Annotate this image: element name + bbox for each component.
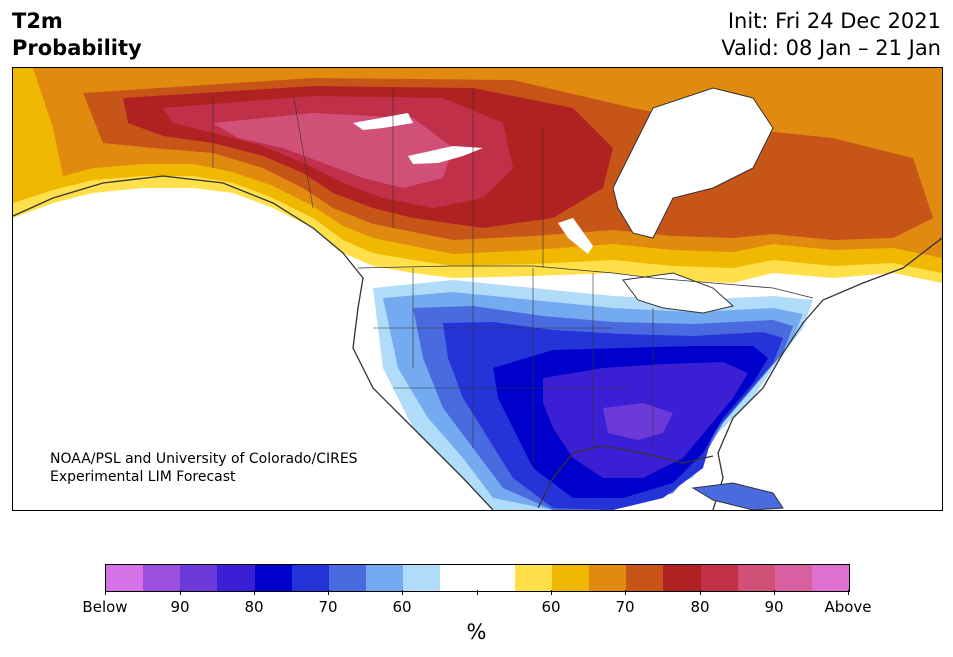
cb-label-60-warm: 60 xyxy=(541,598,561,616)
cb-label-above: Above xyxy=(824,598,872,616)
cb-tick xyxy=(700,590,701,595)
gulf-coast xyxy=(537,445,714,509)
cb-tick xyxy=(625,590,626,595)
colorbar-segment xyxy=(514,565,552,591)
cb-tick xyxy=(402,590,403,595)
cb-tick xyxy=(105,590,106,595)
valid-range: Valid: 08 Jan – 21 Jan xyxy=(721,36,941,60)
colorbar-segment xyxy=(663,565,701,591)
cuba xyxy=(691,482,784,510)
cb-label-80-warm: 80 xyxy=(690,598,710,616)
cb-tick xyxy=(848,590,849,595)
colorbar-segment xyxy=(811,565,850,591)
probability-map xyxy=(12,67,943,511)
credit-text: NOAA/PSL and University of Colorado/CIRE… xyxy=(50,450,358,486)
colorbar-segment xyxy=(291,565,329,591)
colorbar-segment xyxy=(589,565,627,591)
colorbar-units: % xyxy=(466,620,487,644)
credit-line-1: NOAA/PSL and University of Colorado/CIRE… xyxy=(50,451,358,467)
colorbar-segment xyxy=(403,565,441,591)
west-coast xyxy=(13,175,494,510)
colorbar-segment xyxy=(774,565,812,591)
cb-tick xyxy=(477,590,478,595)
cb-tick xyxy=(774,590,775,595)
colorbar-segment xyxy=(440,565,478,591)
lake-winnipeg xyxy=(558,218,593,254)
hudson-bay xyxy=(612,87,774,239)
cb-tick xyxy=(328,590,329,595)
cb-label-70-warm: 70 xyxy=(615,598,635,616)
credit-line-2: Experimental LIM Forecast xyxy=(50,469,236,485)
colorbar-segment xyxy=(143,565,181,591)
colorbar-segment xyxy=(180,565,218,591)
init-date: Init: Fri 24 Dec 2021 xyxy=(727,9,941,33)
colorbar-segment xyxy=(217,565,255,591)
cb-tick xyxy=(254,590,255,595)
colorbar-segment xyxy=(106,565,144,591)
colorbar-segment xyxy=(477,565,515,591)
us-canada-border xyxy=(357,265,814,299)
cb-label-90-warm: 90 xyxy=(764,598,784,616)
cold-prob-90 xyxy=(603,403,673,440)
colorbar-segment xyxy=(737,565,775,591)
cb-label-60-cold: 60 xyxy=(392,598,412,616)
east-coast xyxy=(712,237,942,510)
colorbar-segment xyxy=(328,565,367,591)
forecast-dates: Init: Fri 24 Dec 2021 Valid: 08 Jan – 21… xyxy=(721,8,941,62)
great-slave-lake xyxy=(408,146,483,164)
colorbar-segment xyxy=(254,565,292,591)
map-svg xyxy=(13,68,942,510)
great-lakes xyxy=(622,272,735,314)
cb-tick xyxy=(551,590,552,595)
cb-label-80-cold: 80 xyxy=(244,598,264,616)
cb-label-90-cold: 90 xyxy=(170,598,190,616)
cb-label-70-cold: 70 xyxy=(318,598,338,616)
colorbar-segment xyxy=(700,565,738,591)
colorbar-segment xyxy=(551,565,590,591)
colorbar xyxy=(105,564,850,592)
colorbar-segment xyxy=(626,565,664,591)
great-bear-lake xyxy=(353,113,413,130)
state-lines xyxy=(212,88,654,468)
cb-label-below: Below xyxy=(82,598,128,616)
colorbar-segment xyxy=(366,565,404,591)
cb-tick xyxy=(180,590,181,595)
colorbar-labels: Below 90 80 70 60 60 70 80 90 Above xyxy=(0,598,953,618)
title-line-2: Probability xyxy=(12,36,142,60)
plot-title: T2m Probability xyxy=(12,8,142,62)
title-line-1: T2m xyxy=(12,9,63,33)
